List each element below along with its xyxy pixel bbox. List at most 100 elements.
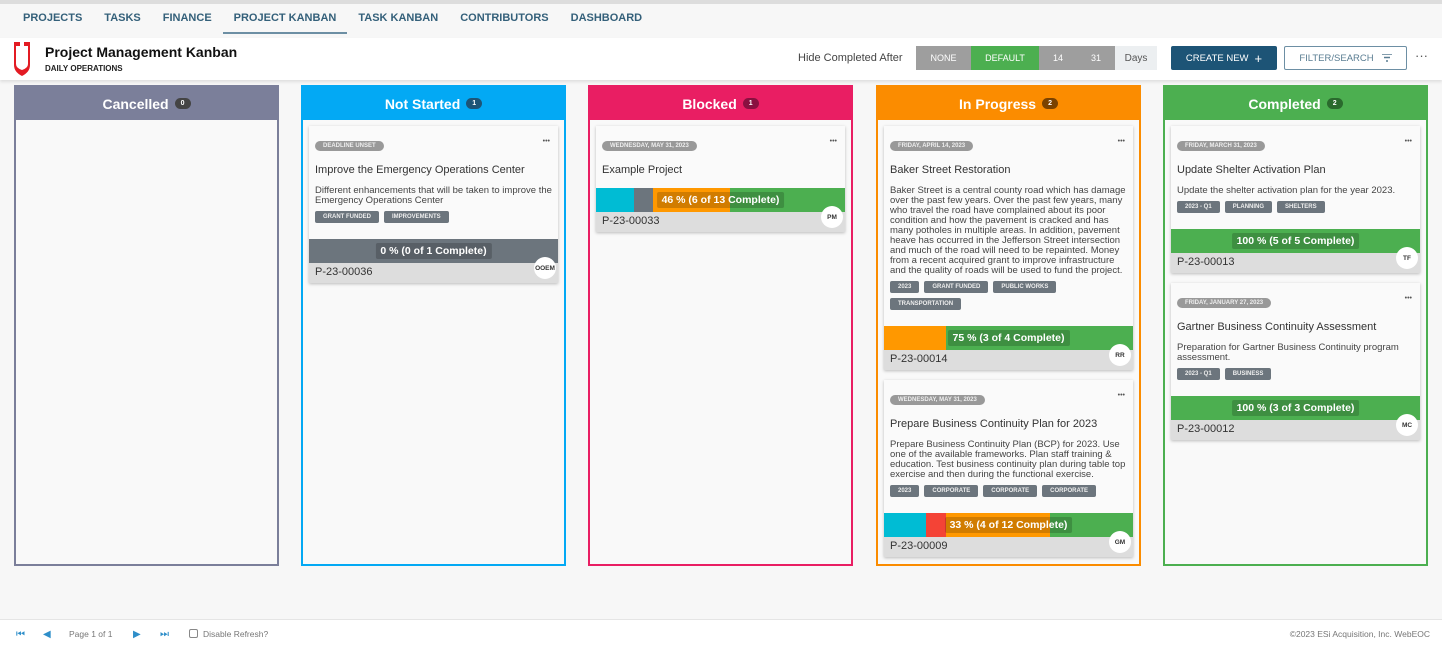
top-nav: PROJECTS TASKS FINANCE PROJECT KANBAN TA… bbox=[0, 4, 1442, 38]
column-title: In Progress bbox=[959, 95, 1037, 112]
card-menu-icon[interactable]: ••• bbox=[542, 138, 550, 145]
column-header: In Progress 2 bbox=[878, 87, 1139, 120]
disable-refresh-label: Disable Refresh? bbox=[203, 629, 269, 639]
project-card[interactable]: WEDNESDAY, MAY 31, 2023 ••• Example Projec… bbox=[596, 126, 845, 232]
progress-segment bbox=[653, 188, 731, 212]
column-count-badge: 1 bbox=[466, 98, 483, 109]
card-body: FRIDAY, APRIL 14, 2023 ••• Baker Street Re… bbox=[884, 126, 1133, 316]
tag: CORPORATE bbox=[983, 485, 1038, 497]
kanban-column-cancelled: Cancelled 0 bbox=[14, 85, 279, 566]
tag: 2023 - Q1 bbox=[1177, 368, 1220, 380]
card-title[interactable]: Baker Street Restoration bbox=[890, 164, 1011, 176]
prev-page-icon[interactable]: ◀ bbox=[43, 629, 51, 640]
card-body: FRIDAY, JANUARY 27, 2023 ••• Gartner Busin… bbox=[1171, 283, 1420, 386]
page-title: Project Management Kanban bbox=[45, 44, 238, 60]
plus-icon: + bbox=[1254, 50, 1263, 66]
tag: 2023 bbox=[890, 281, 920, 293]
progress-segment bbox=[884, 326, 947, 350]
kanban-column-in-progress: In Progress 2 FRIDAY, APRIL 14, 2023 ••• Bak… bbox=[876, 85, 1141, 566]
column-title: Not Started bbox=[384, 95, 461, 112]
tag: SHELTERS bbox=[1277, 201, 1325, 213]
tab-dashboard[interactable]: DASHBOARD bbox=[570, 12, 643, 24]
progress-segment bbox=[884, 513, 926, 537]
progress-segment bbox=[309, 239, 558, 263]
filter-label: FILTER/SEARCH bbox=[1299, 52, 1374, 64]
copyright: ©2023 ESi Acquisition, Inc. WebEOC bbox=[1289, 629, 1430, 639]
column-title: Cancelled bbox=[102, 95, 169, 112]
column-header: Completed 2 bbox=[1165, 87, 1426, 120]
project-id: P-23-00014 bbox=[884, 350, 1133, 370]
progress-segment bbox=[1171, 229, 1420, 253]
column-count-badge: 0 bbox=[174, 98, 191, 109]
tag: CORPORATE bbox=[924, 485, 979, 497]
card-menu-icon[interactable]: ••• bbox=[1117, 392, 1125, 399]
tab-tasks[interactable]: TASKS bbox=[104, 12, 141, 24]
kanban-column-not-started: Not Started 1 DEADLINE UNSET ••• Improve the… bbox=[301, 85, 566, 566]
kanban-column-completed: Completed 2 FRIDAY, MARCH 31, 2023 ••• Updat… bbox=[1163, 85, 1428, 566]
juvare-logo-icon bbox=[14, 42, 30, 76]
tag: CORPORATE bbox=[1042, 485, 1097, 497]
tag: GRANT FUNDED bbox=[315, 211, 379, 223]
progress-bar: 0 % (0 of 1 Complete) bbox=[309, 239, 558, 263]
create-new-button[interactable]: CREATE NEW + bbox=[1171, 46, 1277, 70]
card-description: Different enhancements that will be take… bbox=[315, 185, 552, 206]
card-description: Prepare Business Continuity Plan (BCP) f… bbox=[890, 439, 1126, 480]
last-page-icon[interactable]: ⏭ bbox=[160, 629, 169, 640]
tag: PLANNING bbox=[1224, 201, 1273, 213]
first-page-icon[interactable]: ⏮ bbox=[16, 629, 25, 640]
create-label: CREATE NEW bbox=[1185, 52, 1249, 64]
tab-project-kanban[interactable]: PROJECT KANBAN bbox=[222, 4, 348, 34]
progress-label: 100 % (3 of 3 Complete) bbox=[1231, 400, 1360, 416]
filter-search-button[interactable]: FILTER/SEARCH bbox=[1284, 46, 1407, 70]
card-title[interactable]: Gartner Business Continuity Assessment bbox=[1177, 321, 1377, 333]
card-title[interactable]: Prepare Business Continuity Plan for 202… bbox=[890, 418, 1098, 430]
tag: BUSINESS bbox=[1224, 368, 1272, 380]
more-options-icon[interactable]: ··· bbox=[1415, 48, 1428, 63]
card-title[interactable]: Update Shelter Activation Plan bbox=[1177, 164, 1326, 176]
option-14[interactable]: 14 bbox=[1039, 46, 1077, 70]
top-border bbox=[0, 0, 1442, 4]
page-header: Project Management Kanban DAILY OPERATIO… bbox=[0, 38, 1442, 80]
option-none[interactable]: NONE bbox=[916, 46, 971, 70]
tag: TRANSPORTATION bbox=[890, 298, 962, 310]
card-menu-icon[interactable]: ••• bbox=[1404, 295, 1412, 302]
days-label: Days bbox=[1115, 46, 1157, 70]
column-title: Blocked bbox=[682, 95, 737, 112]
card-title[interactable]: Improve the Emergency Operations Center bbox=[315, 164, 525, 176]
card-menu-icon[interactable]: ••• bbox=[829, 138, 837, 145]
hide-completed-selector: NONE DEFAULT 14 31 Days bbox=[916, 46, 1157, 70]
card-description: Preparation for Gartner Business Continu… bbox=[1177, 342, 1399, 363]
deadline-badge: FRIDAY, MARCH 31, 2023 bbox=[1177, 141, 1265, 151]
project-card[interactable]: FRIDAY, APRIL 14, 2023 ••• Baker Street Re… bbox=[884, 126, 1133, 370]
project-card[interactable]: WEDNESDAY, MAY 31, 2023 ••• Prepare Busine… bbox=[884, 380, 1133, 557]
progress-label: 46 % (6 of 13 Complete) bbox=[656, 192, 785, 208]
tab-finance[interactable]: FINANCE bbox=[162, 12, 212, 24]
tag: GRANT FUNDED bbox=[924, 281, 989, 293]
next-page-icon[interactable]: ▶ bbox=[133, 629, 141, 640]
card-description: Baker Street is a central county road wh… bbox=[890, 185, 1126, 276]
tab-task-kanban[interactable]: TASK KANBAN bbox=[358, 12, 439, 24]
option-default[interactable]: DEFAULT bbox=[971, 46, 1039, 70]
progress-segment bbox=[634, 188, 654, 212]
kanban-column-blocked: Blocked 1 WEDNESDAY, MAY 31, 2023 ••• Exampl… bbox=[588, 85, 853, 566]
page-indicator: Page 1 of 1 bbox=[69, 629, 113, 639]
progress-bar: 100 % (3 of 3 Complete) bbox=[1171, 396, 1420, 420]
progress-label: 75 % (3 of 4 Complete) bbox=[947, 330, 1070, 346]
tab-projects[interactable]: PROJECTS bbox=[23, 12, 83, 24]
card-menu-icon[interactable]: ••• bbox=[1404, 138, 1412, 145]
project-card[interactable]: DEADLINE UNSET ••• Improve the Emergency O… bbox=[309, 126, 558, 283]
tag-list: 2023 CORPORATE CORPORATE CORPORATE bbox=[890, 485, 1127, 497]
deadline-badge: DEADLINE UNSET bbox=[315, 141, 384, 151]
card-title[interactable]: Example Project bbox=[602, 164, 683, 176]
option-31[interactable]: 31 bbox=[1077, 46, 1115, 70]
card-menu-icon[interactable]: ••• bbox=[1117, 138, 1125, 145]
project-card[interactable]: FRIDAY, MARCH 31, 2023 ••• Update Shelter … bbox=[1171, 126, 1420, 273]
deadline-badge: FRIDAY, JANUARY 27, 2023 bbox=[1177, 298, 1272, 308]
tag-list: GRANT FUNDED IMPROVEMENTS bbox=[315, 211, 552, 223]
project-card[interactable]: FRIDAY, JANUARY 27, 2023 ••• Gartner Busin… bbox=[1171, 283, 1420, 440]
progress-segment bbox=[925, 513, 947, 537]
disable-refresh-checkbox[interactable] bbox=[189, 629, 198, 638]
tab-contributors[interactable]: CONTRIBUTORS bbox=[460, 12, 549, 24]
progress-segment bbox=[596, 188, 635, 212]
progress-segment bbox=[946, 513, 1050, 537]
